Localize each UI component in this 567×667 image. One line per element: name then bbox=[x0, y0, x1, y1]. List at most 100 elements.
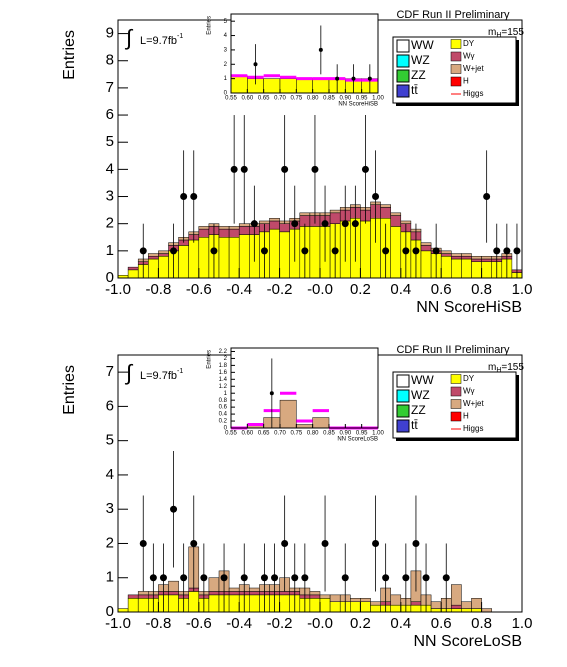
legend-label: Wγ bbox=[463, 387, 475, 396]
legend-label: H bbox=[463, 77, 469, 86]
hist-bar bbox=[188, 239, 200, 279]
data-point bbox=[301, 247, 309, 255]
data-point bbox=[318, 47, 323, 52]
lumi-label: L=9.7fb-1 bbox=[140, 368, 183, 382]
hist-bar bbox=[360, 220, 371, 279]
hist-bar bbox=[471, 256, 482, 260]
hist-bar bbox=[451, 608, 462, 613]
hist-bar bbox=[390, 594, 402, 606]
hist-bar bbox=[312, 417, 330, 429]
legend-swatch bbox=[396, 374, 410, 388]
hist-bar bbox=[127, 269, 139, 279]
x-tick-label: 1.00 bbox=[372, 95, 384, 101]
hist-bar bbox=[380, 204, 391, 208]
lumi-integral: ∫ bbox=[124, 25, 134, 50]
hist-bar bbox=[228, 587, 240, 592]
lumi-integral: ∫ bbox=[124, 360, 134, 385]
mass-symbol: m bbox=[488, 27, 496, 38]
hist-bar bbox=[263, 78, 281, 94]
y-tick-label: 0.8 bbox=[219, 398, 228, 404]
data-point bbox=[291, 574, 299, 582]
hist-bar bbox=[208, 594, 220, 613]
data-point bbox=[351, 220, 359, 228]
y-tick-label: 5 bbox=[224, 19, 228, 25]
data-point bbox=[139, 539, 147, 547]
x-axis-title: NN ScoreLoSB bbox=[414, 633, 523, 650]
y-tick-label: 2 bbox=[224, 356, 228, 362]
data-point bbox=[240, 574, 248, 582]
x-tick-label: 0.2 bbox=[350, 615, 371, 632]
legend-label: Wγ bbox=[463, 52, 475, 61]
hist-bar bbox=[168, 580, 179, 592]
hist-bar bbox=[451, 258, 462, 279]
hist-bar bbox=[420, 245, 432, 252]
legend-swatch bbox=[396, 389, 410, 403]
hist-bar bbox=[390, 226, 402, 279]
x-tick-label: 1.0 bbox=[512, 615, 533, 632]
hist-bar bbox=[279, 594, 290, 613]
y-tick-label: 3 bbox=[224, 47, 228, 53]
hist-bar bbox=[440, 250, 452, 254]
data-point bbox=[200, 574, 208, 582]
hist-bar bbox=[400, 220, 412, 224]
legend-swatch bbox=[450, 386, 462, 397]
data-point bbox=[503, 247, 511, 255]
hist-bar bbox=[198, 228, 210, 238]
hist-bar bbox=[269, 218, 280, 222]
y-tick-label: 4 bbox=[106, 160, 114, 177]
hist-bar bbox=[198, 226, 210, 230]
hist-bar bbox=[127, 266, 139, 271]
hist-bar bbox=[218, 237, 230, 279]
hist-bar bbox=[319, 598, 331, 613]
hist-bar bbox=[461, 256, 472, 260]
hist-bar bbox=[461, 253, 472, 257]
data-point bbox=[341, 574, 349, 582]
x-tick-label: 0.55 bbox=[225, 430, 237, 436]
data-point bbox=[361, 165, 369, 173]
data-point bbox=[382, 574, 390, 582]
plot-area bbox=[231, 348, 378, 428]
hist-bar bbox=[430, 608, 442, 613]
lumi-label: L=9.7fb-1 bbox=[140, 33, 183, 47]
data-point bbox=[260, 574, 268, 582]
hist-bar bbox=[410, 601, 422, 606]
y-tick-label: 7 bbox=[106, 363, 114, 380]
data-point bbox=[321, 539, 329, 547]
x-axis-title: NN ScoreHiSB bbox=[416, 299, 522, 316]
x-tick-label: 0.85 bbox=[323, 95, 335, 101]
hist-bar bbox=[471, 258, 482, 262]
hist-bar bbox=[420, 242, 432, 246]
hist-bar bbox=[279, 591, 290, 596]
y-tick-label: 0.6 bbox=[219, 405, 228, 411]
hist-bar bbox=[390, 215, 402, 227]
hist-bar bbox=[481, 608, 492, 613]
x-tick-label: 0.8 bbox=[471, 281, 492, 298]
y-axis-title: Entries bbox=[207, 16, 213, 35]
hist-bar bbox=[279, 78, 297, 94]
x-tick-label: -0.0 bbox=[307, 615, 333, 632]
y-tick-label: 4 bbox=[106, 466, 114, 483]
data-point bbox=[253, 62, 258, 67]
x-tick-label: -0.0 bbox=[307, 281, 333, 298]
hist-bar bbox=[451, 584, 462, 606]
chart-title: CDF Run II Preliminary bbox=[396, 9, 510, 21]
hist-bar bbox=[370, 604, 381, 613]
hist-bar bbox=[471, 261, 482, 279]
y-tick-label: 1 bbox=[224, 391, 228, 397]
lumi-sup: -1 bbox=[177, 33, 183, 40]
data-point bbox=[311, 165, 319, 173]
hist-bar bbox=[481, 258, 492, 262]
legend-label: Higgs bbox=[463, 89, 483, 98]
legend-label: W+jet bbox=[463, 64, 484, 73]
hist-bar bbox=[228, 228, 240, 238]
data-point bbox=[271, 574, 279, 582]
lumi-text: L=9.7fb bbox=[140, 370, 177, 382]
legend-swatch bbox=[450, 411, 462, 422]
y-tick-label: 1 bbox=[106, 242, 114, 259]
mass-value: =155 bbox=[501, 27, 524, 38]
hist-bar bbox=[127, 598, 139, 613]
hist-bar bbox=[259, 220, 270, 224]
data-point bbox=[220, 574, 228, 582]
hist-bar bbox=[329, 594, 341, 602]
x-tick-label: 0.70 bbox=[274, 430, 286, 436]
